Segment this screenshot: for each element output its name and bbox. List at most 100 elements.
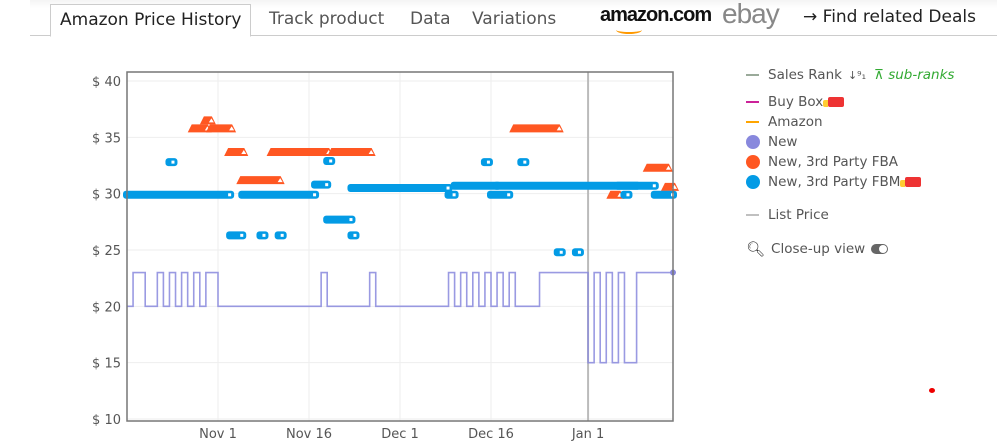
closeup-view-toggle[interactable]: 🔍︎ Close-up view (746, 240, 889, 258)
red-dot (929, 388, 935, 393)
truck-icon (900, 177, 922, 187)
fbm-square-icon (353, 233, 357, 237)
y-tick-label: $ 15 (92, 357, 121, 372)
tab-track-product[interactable]: Track product (269, 9, 385, 29)
fbm-marker (487, 190, 514, 199)
toggle-switch[interactable] (871, 244, 889, 254)
fbm-marker (493, 181, 641, 190)
y-tick-label: $ 30 (92, 188, 121, 203)
fbm-square-icon (313, 193, 317, 197)
fbm-square-icon (329, 159, 333, 163)
x-tick-label: Dec 1 (381, 427, 419, 442)
sort-numeric-icon[interactable]: ↓⁹₁ (847, 68, 867, 82)
legend-sales-rank[interactable]: Sales Rank ↓⁹₁ ⊼ sub-ranks (746, 66, 954, 84)
fba-swatch (746, 155, 760, 169)
fbm-marker (123, 190, 235, 199)
fba-marker (509, 124, 564, 133)
fbm-square-icon (652, 184, 656, 188)
buy-box-swatch (746, 101, 759, 103)
x-tick-label: Nov 1 (199, 427, 237, 442)
fbm-marker (311, 180, 332, 189)
tab-amazon-price-history[interactable]: Amazon Price History (50, 4, 252, 37)
x-axis-ticks: Nov 1 Nov 16 Dec 1 Dec 16 Jan 1 (199, 427, 604, 442)
sub-ranks-link[interactable]: ⊼ sub-ranks (874, 67, 954, 83)
fba-triangle-icon (277, 178, 283, 183)
fba-triangle-icon (241, 149, 247, 154)
y-tick-label: $ 40 (92, 75, 121, 90)
fbm-square-icon (452, 193, 456, 197)
ebay-link[interactable]: ebay (722, 0, 780, 29)
fba-marker (327, 147, 376, 156)
fba-marker (642, 163, 673, 172)
y-tick-label: $ 10 (92, 413, 121, 428)
series-layer (123, 116, 679, 364)
closeup-label: Close-up view (771, 241, 866, 257)
fbm-square-icon (280, 233, 284, 237)
amazon-swatch (746, 121, 759, 123)
fba-triangle-icon (229, 126, 235, 131)
legend-fba[interactable]: New, 3rd Party FBA (746, 153, 898, 171)
new-swatch (746, 135, 760, 149)
search-icon: 🔍︎ (746, 240, 766, 258)
fba-label: New, 3rd Party FBA (768, 154, 898, 170)
truck-icon (823, 97, 845, 107)
fbm-square-icon (626, 193, 630, 197)
y-axis-ticks: $ 10 $ 15 $ 20 $ 25 $ 30 $ 35 $ 40 (92, 75, 121, 428)
fbm-series (123, 156, 677, 257)
x-tick-label: Dec 16 (468, 427, 514, 442)
fbm-marker (650, 190, 677, 199)
fba-marker (236, 176, 285, 185)
fbm-marker (323, 215, 356, 224)
list-price-label: List Price (768, 207, 829, 223)
fbm-square-icon (240, 233, 244, 237)
plot-frame (126, 71, 674, 422)
buy-box-label: Buy Box (768, 94, 824, 110)
fba-marker (266, 147, 334, 156)
sitemap-icon: ⊼ (874, 67, 889, 83)
fba-triangle-icon (665, 165, 671, 170)
fbm-square-icon (171, 160, 175, 164)
x-tick-label: Jan 1 (571, 427, 604, 442)
sub-ranks-label: sub-ranks (888, 67, 955, 83)
fba-series (187, 116, 679, 199)
y-tick-label: $ 20 (92, 300, 121, 315)
sales-rank-swatch (746, 74, 759, 76)
fba-marker (660, 182, 679, 191)
fbm-marker (450, 181, 502, 190)
legend-list-price[interactable]: List Price (746, 206, 829, 224)
fbm-label: New, 3rd Party FBM (768, 174, 901, 190)
tab-bar: Amazon Price History Track product Data … (30, 0, 997, 37)
fbm-square-icon (523, 160, 527, 164)
fba-marker (199, 116, 216, 125)
fbm-square-icon (262, 233, 266, 237)
fba-triangle-icon (208, 118, 214, 123)
fbm-swatch (746, 175, 760, 189)
list-price-swatch (746, 214, 759, 216)
amazon-logo-text: amazon.com (600, 4, 712, 26)
fbm-square-icon (577, 250, 581, 254)
find-related-deals-link[interactable]: → Find related Deals (803, 7, 976, 27)
fbm-marker (238, 190, 320, 199)
tab-data[interactable]: Data (410, 9, 451, 29)
fbm-square-icon (446, 186, 450, 190)
legend-fbm[interactable]: New, 3rd Party FBM (746, 173, 922, 191)
y-tick-label: $ 35 (92, 131, 121, 146)
legend-amazon[interactable]: Amazon (746, 113, 823, 131)
new-price-line (127, 271, 673, 364)
fbm-square-icon (325, 183, 329, 187)
fba-triangle-icon (556, 126, 562, 131)
fbm-marker (347, 184, 453, 193)
x-tick-label: Nov 16 (286, 427, 332, 442)
fbm-marker (444, 190, 459, 199)
amazon-link[interactable]: amazon.com (600, 4, 712, 34)
fbm-marker (226, 231, 247, 240)
amazon-smile-icon (616, 26, 642, 34)
legend-buy-box[interactable]: Buy Box (746, 93, 845, 111)
tab-variations[interactable]: Variations (472, 9, 557, 29)
fba-triangle-icon (368, 149, 374, 154)
sales-rank-label: Sales Rank (768, 67, 842, 83)
y-tick-label: $ 25 (92, 244, 121, 259)
legend-new[interactable]: New (746, 133, 797, 151)
amazon-label: Amazon (768, 114, 823, 130)
